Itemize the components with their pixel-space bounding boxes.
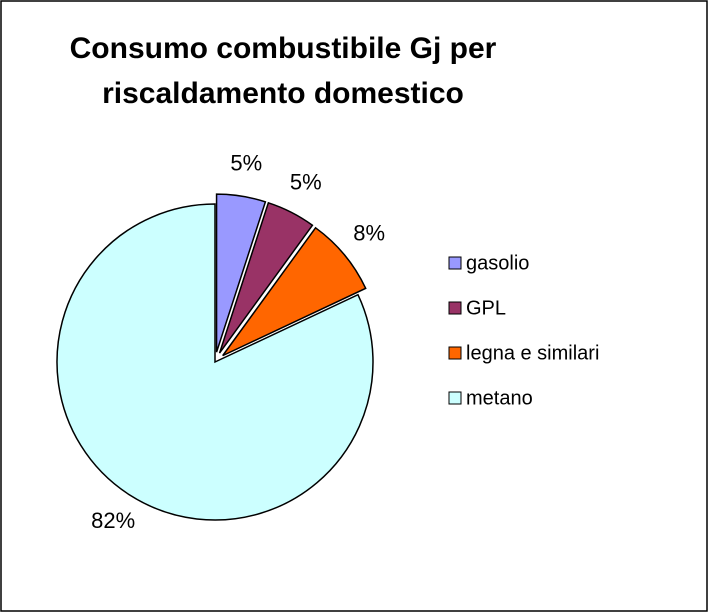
legend-label: gasolio [466, 252, 529, 274]
legend-swatch [448, 346, 462, 360]
data-label: 82% [91, 508, 135, 533]
legend-swatch [448, 301, 462, 315]
chart-title: Consumo combustibile Gj per riscaldament… [69, 32, 497, 110]
legend-swatch [448, 391, 462, 405]
legend-label: metano [466, 387, 533, 409]
data-label: 8% [353, 220, 385, 245]
data-label: 5% [290, 170, 322, 195]
pie-slice [56, 203, 374, 521]
pie-slice [222, 226, 367, 357]
data-label: 5% [230, 150, 262, 175]
legend-swatch [448, 256, 462, 270]
legend-label: legna e similari [466, 342, 599, 364]
pie-slice [218, 201, 314, 354]
pie-slice [215, 193, 267, 353]
legend-label: GPL [466, 297, 506, 319]
